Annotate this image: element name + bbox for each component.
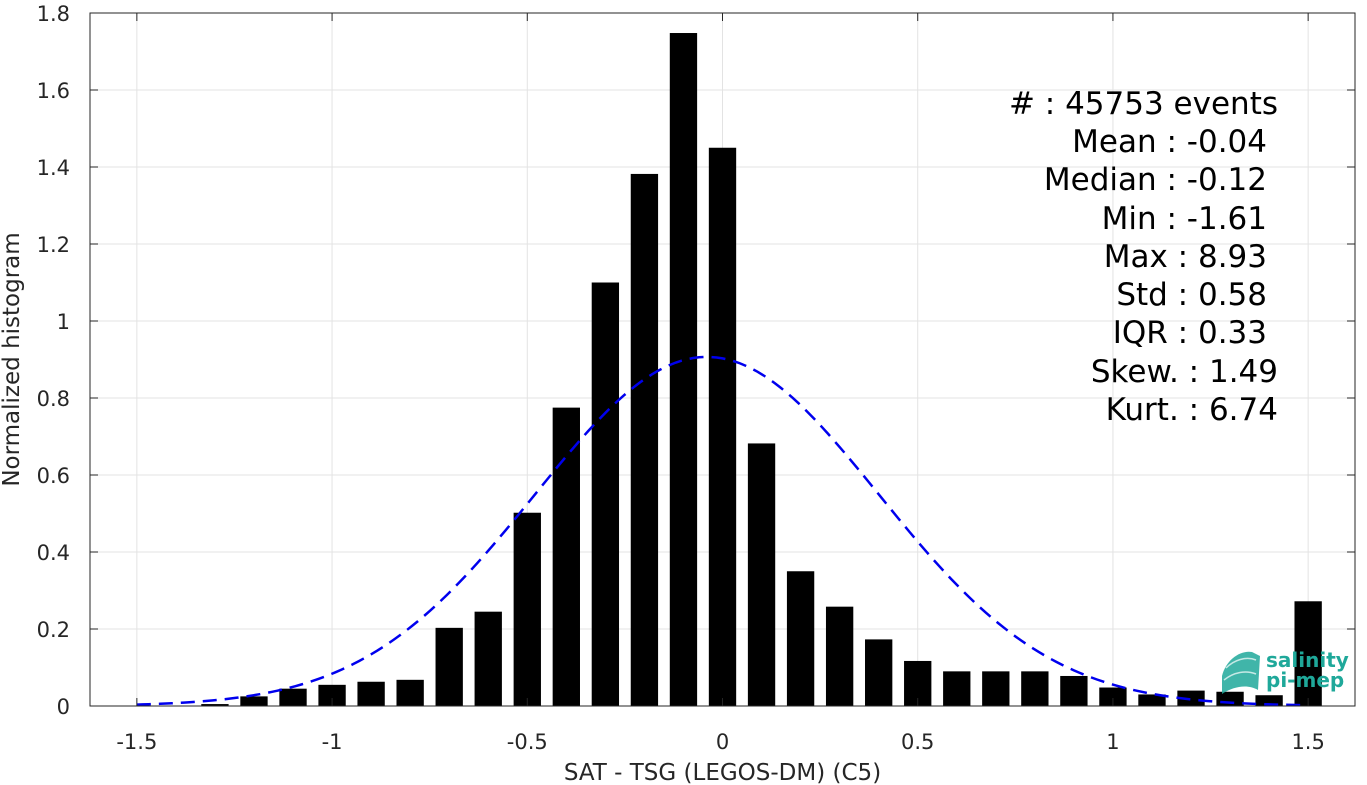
y-axis-title: Normalized histogram (0, 232, 25, 486)
stat-mean: Mean : -0.04 (1072, 124, 1267, 160)
y-tick-label: 1.6 (37, 79, 70, 103)
stat-median: Median : -0.12 (1044, 162, 1267, 198)
stat-std: Std : 0.58 (1116, 277, 1267, 313)
histogram-bar (1177, 690, 1205, 706)
histogram-bar (786, 571, 815, 706)
y-tick-label: 1.8 (37, 2, 70, 26)
wave-logo-icon (1222, 651, 1260, 694)
histogram-bar (669, 33, 698, 706)
axis-ticks (90, 12, 1355, 707)
histogram-bar (1294, 601, 1322, 706)
logo-text-salinity: salinity (1266, 648, 1349, 672)
histogram-bar (357, 681, 385, 706)
histogram-bar (474, 611, 502, 706)
histogram-bar (318, 684, 346, 706)
histogram-bar (1060, 675, 1088, 706)
histogram-bar (591, 282, 620, 706)
histogram-bar (943, 671, 971, 706)
stat-kurt: Kurt. : 6.74 (1106, 392, 1278, 428)
x-tick-labels: -1.5 -1 -0.5 0 0.5 1 1.5 (116, 730, 1324, 754)
histogram-bar (240, 696, 268, 706)
stat-max: Max : 8.93 (1104, 239, 1267, 275)
histogram-bar (1255, 695, 1283, 706)
x-tick-label: -0.5 (507, 730, 548, 754)
y-tick-label: 0 (57, 695, 70, 719)
y-tick-label: 0.8 (37, 387, 70, 411)
histogram-bar (279, 688, 307, 706)
x-axis-title: SAT - TSG (LEGOS-DM) (C5) (564, 760, 881, 785)
histogram-bar (1021, 671, 1049, 706)
histogram-bar (865, 639, 893, 706)
y-tick-labels: 0 0.2 0.4 0.6 0.8 1 1.2 1.4 1.6 1.8 (37, 2, 70, 719)
histogram-bar (982, 671, 1010, 706)
x-tick-label: -1 (322, 730, 343, 754)
stat-iqr: IQR : 0.33 (1113, 315, 1267, 351)
y-tick-label: 0.4 (37, 541, 70, 565)
histogram-bar (396, 679, 424, 706)
histogram-bar (435, 627, 463, 706)
stat-min: Min : -1.61 (1102, 201, 1267, 237)
stat-skew: Skew. : 1.49 (1091, 354, 1278, 390)
y-tick-label: 0.2 (37, 618, 70, 642)
normal-fit-curve (136, 355, 1309, 707)
histogram-bar (825, 606, 854, 706)
y-tick-label: 1 (57, 310, 70, 334)
y-tick-label: 1.4 (37, 156, 70, 180)
histogram-bar (630, 173, 659, 706)
histogram-bar (708, 147, 737, 706)
histogram-bar (201, 704, 229, 706)
x-tick-label: 1 (1106, 730, 1119, 754)
salinity-pi-mep-logo: salinity pi-mep (1222, 648, 1349, 694)
histogram-bar (1138, 694, 1166, 706)
stat-events: # : 45753 events (1009, 86, 1278, 122)
logo-text-pi-mep: pi-mep (1266, 668, 1344, 692)
statistics-annotation: # : 45753 events Mean : -0.04 Median : -… (1009, 86, 1278, 428)
histogram-bar (1099, 687, 1127, 706)
x-tick-label: -1.5 (116, 730, 157, 754)
histogram-bars (201, 33, 1322, 706)
histogram-bar (552, 407, 580, 706)
y-tick-label: 0.6 (37, 464, 70, 488)
histogram-bar (747, 443, 776, 706)
x-tick-label: 0 (716, 730, 729, 754)
x-tick-label: 1.5 (1291, 730, 1324, 754)
x-tick-label: 0.5 (901, 730, 934, 754)
y-tick-label: 1.2 (37, 233, 70, 257)
histogram-bar (513, 512, 541, 706)
